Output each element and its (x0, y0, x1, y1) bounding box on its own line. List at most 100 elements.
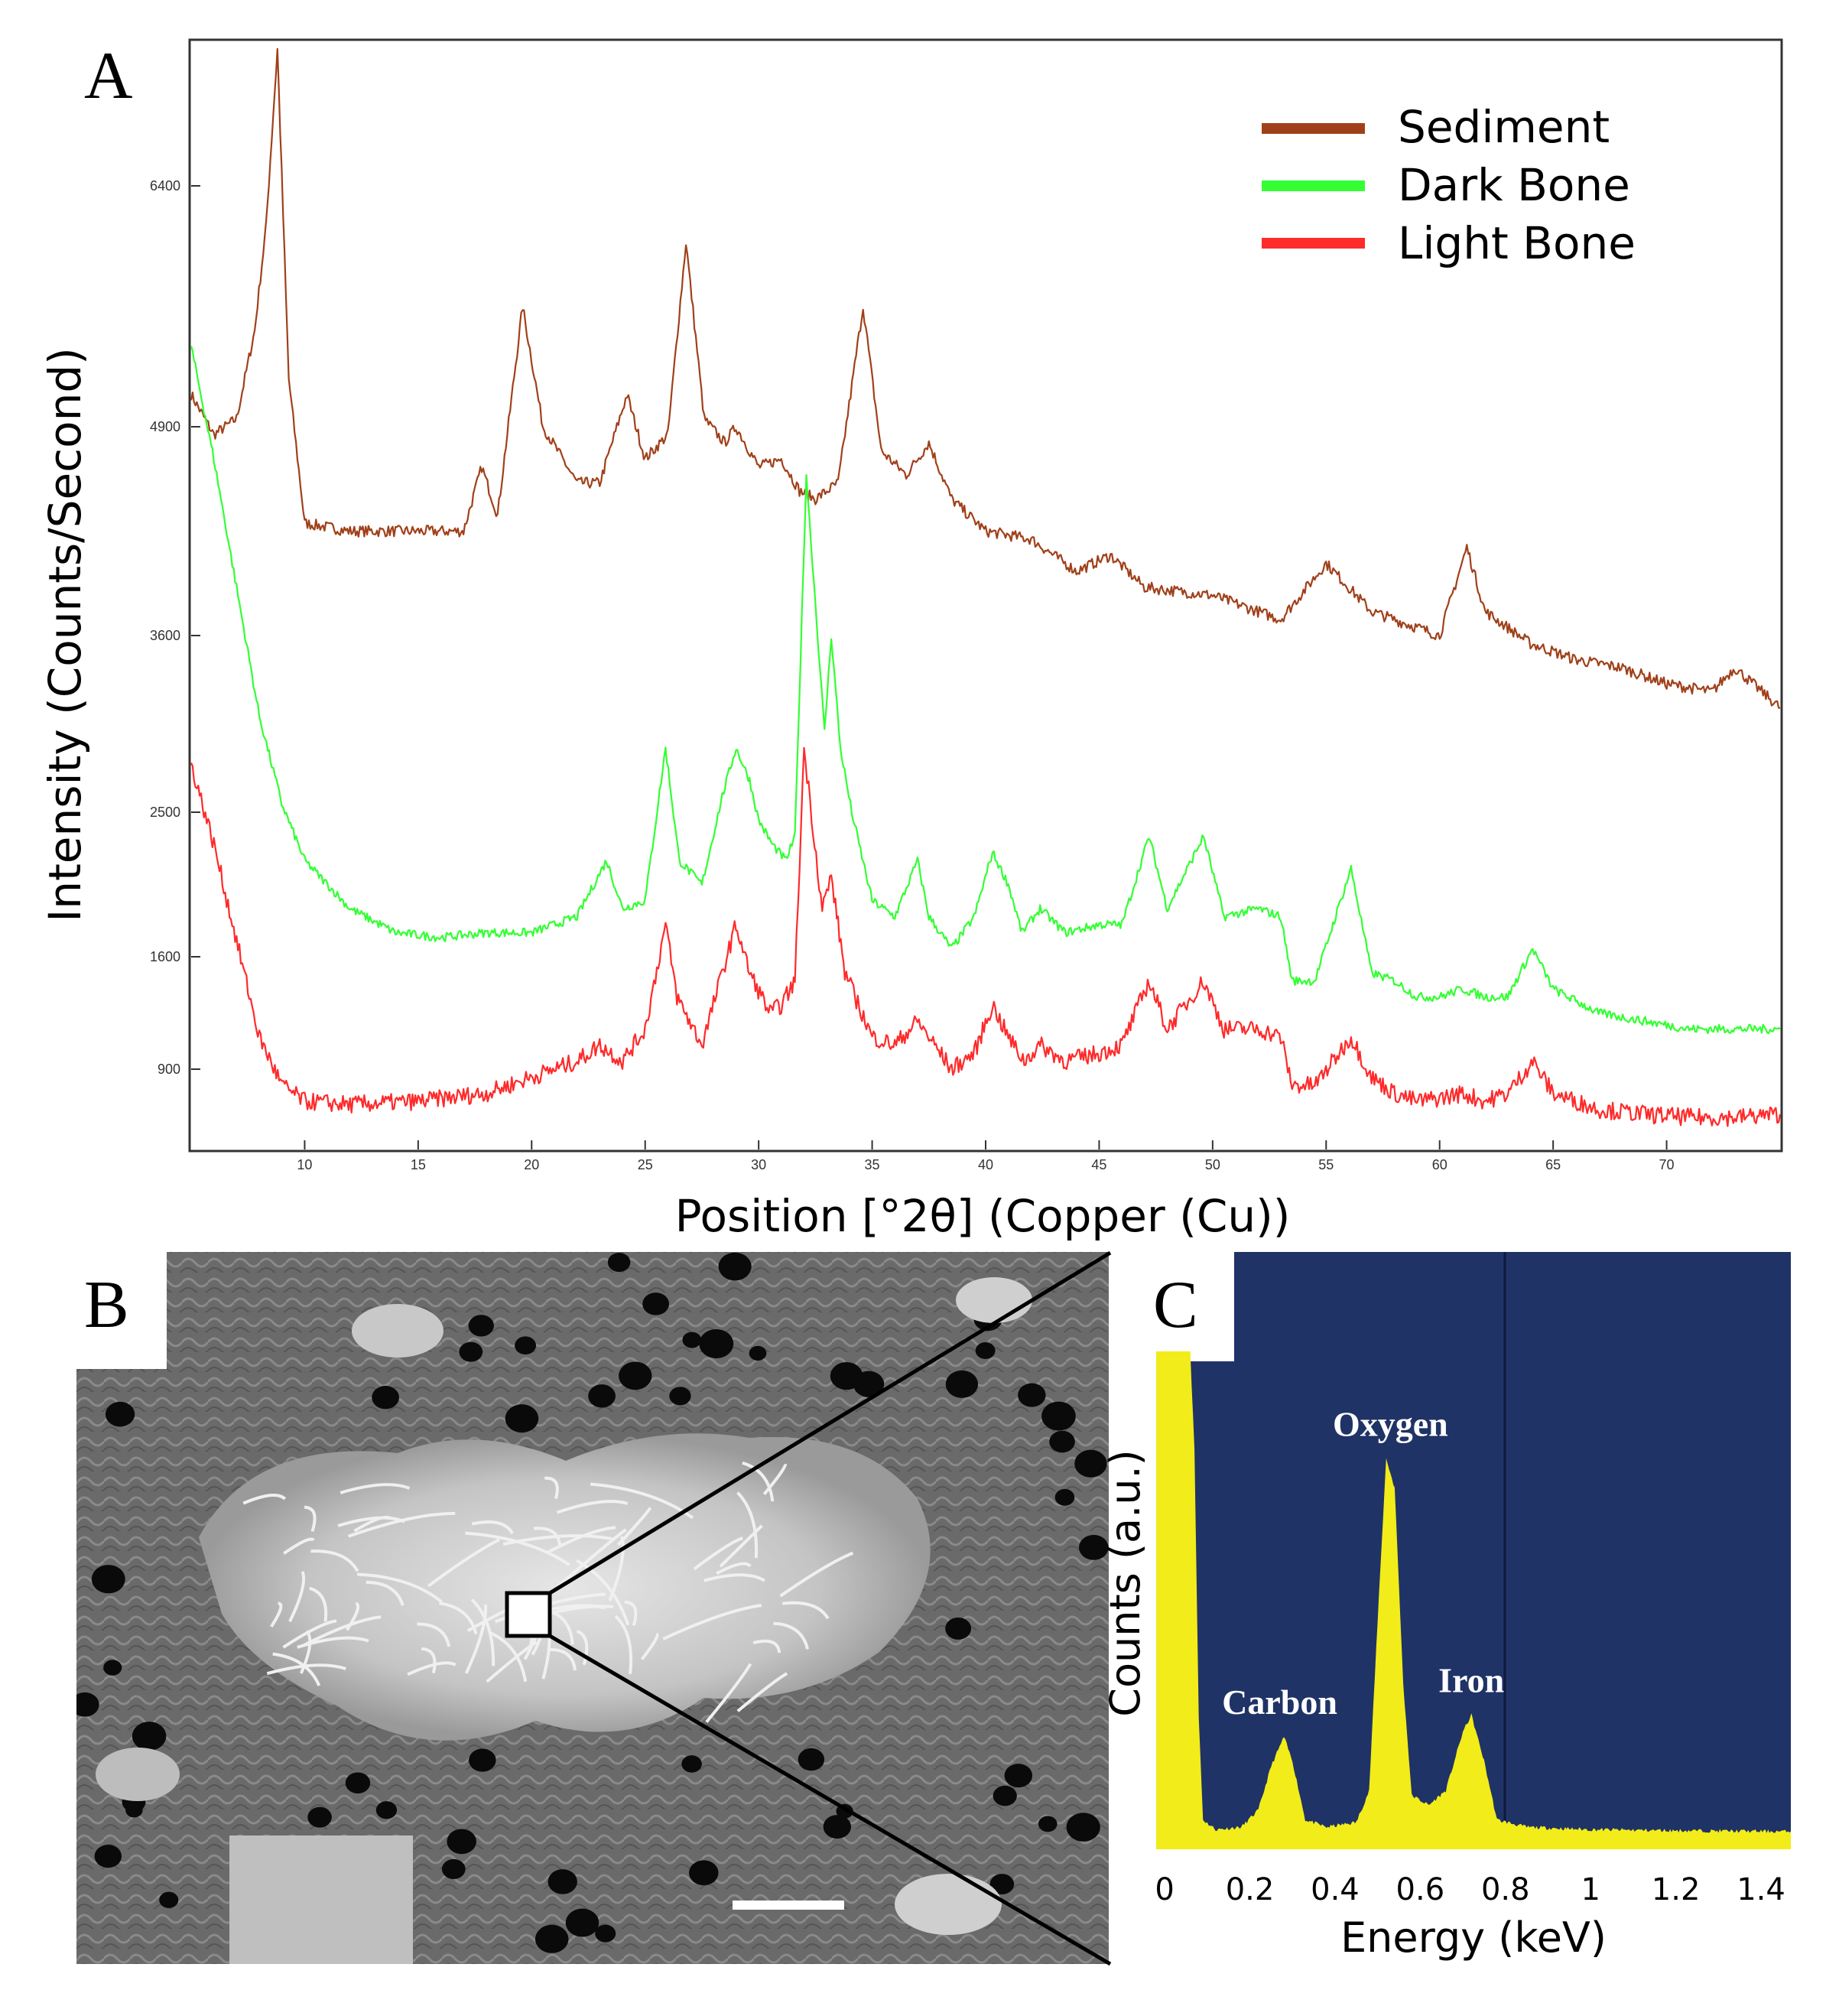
xrd-series-dark-bone (190, 346, 1781, 1035)
sem-pore (975, 1342, 996, 1360)
sem-fiber (310, 1549, 359, 1572)
sem-fiber (576, 1559, 630, 1626)
xrd-plot-frame (188, 38, 1783, 1153)
legend-label-sediment: Sediment (1398, 101, 1610, 153)
sem-pore (459, 1341, 483, 1362)
sem-pore (945, 1617, 972, 1640)
sem-pore (447, 1829, 476, 1855)
sem-pore (682, 1332, 702, 1348)
sem-fiber (693, 1536, 743, 1571)
xrd-x-tick-label: 70 (1659, 1157, 1675, 1172)
sem-fiber (547, 1647, 577, 1671)
sem-fiber (716, 1562, 752, 1575)
sem-fiber (736, 1672, 788, 1712)
sem-pore (1049, 1430, 1075, 1453)
sem-fiber (266, 1663, 347, 1676)
sem-fiber (752, 1639, 781, 1653)
sem-fiber (357, 1572, 444, 1604)
xrd-x-tick-label: 25 (638, 1157, 653, 1172)
panel-a: 10 15 20 25 30 35 40 45 50 55 60 65 70 900 1600 2500 360… (39, 38, 1783, 1242)
xrd-y-tick-label: 1600 (150, 949, 180, 964)
sem-fiber (347, 1511, 456, 1538)
sem-debris (229, 1836, 413, 1964)
sem-pore (1074, 1449, 1107, 1478)
sem-fiber (533, 1527, 562, 1547)
sem-pore (565, 1908, 599, 1937)
sem-pore (588, 1384, 616, 1408)
sem-pore (375, 1801, 398, 1819)
sem-fiber (308, 1586, 328, 1622)
eds-annotations: Carbon Oxygen Iron (1222, 1404, 1504, 1722)
sem-debris (96, 1748, 180, 1801)
sem-pore (159, 1891, 179, 1908)
sem-fiber (464, 1604, 488, 1674)
sem-debris (956, 1277, 1032, 1323)
eds-x-tick-label: 1.2 (1652, 1872, 1701, 1907)
sem-fiber (439, 1601, 478, 1635)
sem-pore (798, 1748, 825, 1771)
sem-fiber (576, 1629, 589, 1666)
sem-pore (823, 1815, 852, 1839)
sem-fiber (282, 1619, 337, 1649)
xrd-y-axis-label: Intensity (Counts/Second) (39, 347, 91, 922)
sem-fiber (719, 1524, 763, 1568)
eds-peak-label: Carbon (1222, 1683, 1337, 1722)
sem-fiber (544, 1476, 559, 1500)
sem-pore (345, 1772, 371, 1794)
sem-fiber (616, 1507, 652, 1546)
sem-fiber (781, 1601, 830, 1620)
panel-b-label: B (84, 1268, 129, 1342)
sem-pore (607, 1252, 631, 1273)
sem-fibers (242, 1461, 854, 1723)
xrd-x-axis-label: Position [°2θ] (Copper (Cu)) (675, 1190, 1291, 1242)
sem-fiber (779, 1551, 854, 1598)
sem-pore (94, 1845, 122, 1868)
sem-pore (534, 1924, 569, 1953)
xrd-y-tick-label: 900 (158, 1062, 180, 1077)
sem-pore (1004, 1764, 1033, 1788)
sem-pore (718, 1252, 752, 1281)
sem-pore (993, 1785, 1017, 1806)
sem-pore (945, 1370, 979, 1398)
xrd-y-tick-label: 6400 (150, 178, 180, 193)
eds-x-tick-label: 0.8 (1481, 1872, 1530, 1907)
sem-pore (619, 1361, 652, 1390)
sem-pore (469, 1748, 496, 1772)
sem-fiber (471, 1520, 514, 1535)
xrd-x-tick-label: 40 (978, 1157, 993, 1172)
xrd-ticks: 10 15 20 25 30 35 40 45 50 55 60 65 70 900 1600 2500 360… (150, 178, 1675, 1172)
sem-pore (989, 1874, 1015, 1894)
xrd-x-tick-label: 30 (751, 1157, 766, 1172)
xrd-y-tick-label: 2500 (150, 805, 180, 820)
sem-pore (441, 1858, 466, 1880)
xrd-x-tick-label: 55 (1318, 1157, 1334, 1172)
sem-fiber (366, 1580, 405, 1606)
xrd-x-tick-label: 20 (524, 1157, 539, 1172)
eds-x-axis-label: Energy (keV) (1340, 1914, 1607, 1962)
legend-label-light-bone: Light Bone (1398, 217, 1636, 269)
sem-fiber (421, 1647, 437, 1674)
sem-fiber (270, 1601, 283, 1627)
sem-pore (372, 1386, 399, 1410)
eds-x-tick-label: 0.2 (1226, 1872, 1275, 1907)
sem-pore (1078, 1534, 1109, 1560)
sem-fiber (773, 1621, 809, 1650)
xrd-y-tick-label: 3600 (150, 628, 180, 643)
panel-c-label-box (1156, 1252, 1234, 1361)
sem-pore (515, 1336, 537, 1355)
sem-fiber (624, 1600, 638, 1626)
sem-zoom-line-bottom (548, 1634, 1112, 1966)
eds-x-tick-label: 0 (1155, 1872, 1174, 1907)
sem-pore (1038, 1816, 1058, 1832)
panel-c-label: C (1153, 1268, 1198, 1342)
sem-pore (468, 1315, 494, 1337)
sem-pore (547, 1869, 577, 1894)
sem-debris (895, 1874, 1002, 1935)
xrd-legend: Sediment Dark Bone Light Bone (1262, 101, 1636, 269)
sem-fiber (470, 1598, 495, 1666)
sem-fiber (407, 1661, 457, 1676)
sem-pore (595, 1924, 616, 1943)
eds-x-tick-label: 1 (1581, 1872, 1600, 1907)
